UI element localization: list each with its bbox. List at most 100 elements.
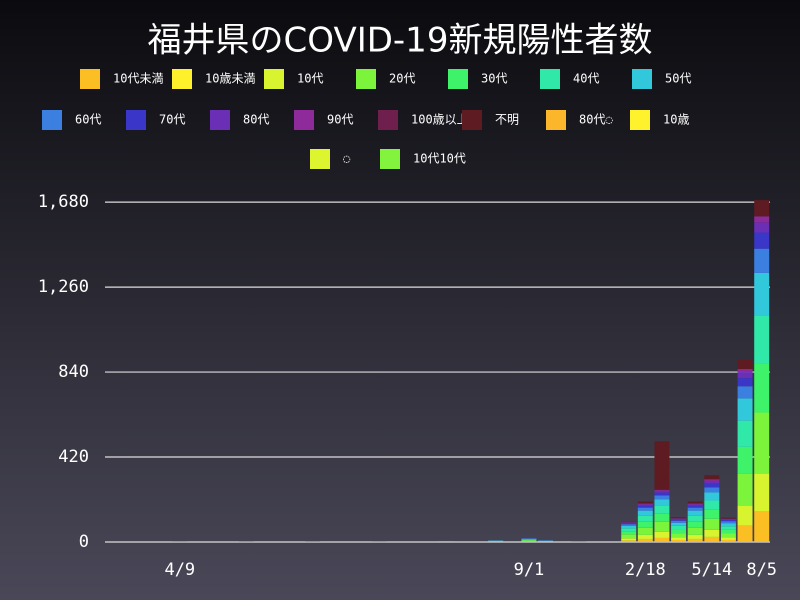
- bar-segment: [637, 521, 653, 528]
- bar-segment: [654, 490, 670, 493]
- bar-segment: [704, 509, 720, 519]
- bar-segment: [654, 492, 670, 496]
- bar-segment: [621, 528, 637, 532]
- bar-segment: [671, 522, 687, 526]
- y-tick-label: 0: [79, 532, 89, 552]
- x-tick-label: 2/18: [625, 560, 666, 580]
- bar-segment: [754, 473, 770, 512]
- bar-segment: [654, 489, 670, 491]
- bar-segment: [654, 505, 670, 514]
- x-tick-label: 5/14: [691, 560, 732, 580]
- bar-segment: [754, 232, 770, 249]
- x-tick-label: 8/5: [746, 560, 777, 580]
- bar-segment: [720, 539, 736, 542]
- bar-segment: [621, 524, 637, 526]
- bar-segment: [637, 534, 653, 539]
- bar-segment: [671, 537, 687, 540]
- bar-segment: [637, 505, 653, 508]
- legend-swatch: [356, 69, 376, 89]
- bar-segment: [654, 521, 670, 532]
- bar-segment: [737, 378, 753, 387]
- legend-swatch: [172, 69, 192, 89]
- bar-segment: [720, 517, 736, 519]
- bar-segment: [687, 527, 703, 535]
- bar-segment: [687, 521, 703, 528]
- bar-segment: [720, 537, 736, 540]
- bar-segment: [704, 475, 720, 480]
- bar-segment: [687, 538, 703, 542]
- bar-segment: [720, 526, 736, 530]
- bar-segment: [621, 531, 637, 535]
- legend-swatch: [448, 69, 468, 89]
- bar-segment: [720, 521, 736, 524]
- bar-segment: [754, 200, 770, 217]
- legend-label: 10歳: [663, 113, 689, 127]
- bar-segment: [637, 538, 653, 542]
- legend-label: ◌: [343, 152, 350, 166]
- bar-segment: [737, 420, 753, 447]
- bar-segment: [637, 510, 653, 516]
- legend-label: 50代: [665, 72, 691, 86]
- bar-segment: [704, 480, 720, 484]
- bar-segment: [737, 398, 753, 421]
- bar-segment: [737, 505, 753, 526]
- y-tick-label: 1,680: [38, 192, 89, 212]
- bar-segment: [671, 518, 687, 520]
- bar-segment: [737, 359, 753, 370]
- legend-swatch: [380, 149, 400, 169]
- legend-swatch: [378, 110, 398, 130]
- legend-swatch: [632, 69, 652, 89]
- bar-segment: [737, 473, 753, 506]
- legend-swatch: [126, 110, 146, 130]
- bar-segment: [654, 513, 670, 522]
- bar-segment: [621, 538, 637, 541]
- bar-segment: [671, 539, 687, 542]
- bar-segment: [720, 523, 736, 527]
- bar-segment: [654, 441, 670, 490]
- bar-segment: [720, 519, 736, 522]
- bar-segment: [687, 534, 703, 539]
- bar-segment: [654, 531, 670, 538]
- legend-label: 80代: [243, 113, 269, 127]
- bar-segment: [687, 510, 703, 516]
- y-tick-label: 420: [58, 447, 89, 467]
- bar-segment: [737, 386, 753, 399]
- bar-segment: [671, 517, 687, 519]
- legend-swatch: [210, 110, 230, 130]
- bar-segment: [704, 529, 720, 537]
- legend-label: 10代: [297, 72, 323, 86]
- y-tick-label: 840: [58, 362, 89, 382]
- bar-segment: [637, 515, 653, 522]
- bar-segment: [654, 495, 670, 500]
- bar-segment: [621, 522, 637, 524]
- bar-segment: [720, 533, 736, 538]
- legend-label: 30代: [481, 72, 507, 86]
- y-tick-label: 1,260: [38, 277, 89, 297]
- chart-title: 福井県のCOVID-19新規陽性者数: [148, 21, 653, 61]
- bar-segment: [754, 363, 770, 413]
- bar-segment: [637, 507, 653, 511]
- legend-swatch: [80, 69, 100, 89]
- legend-label: 70代: [159, 113, 185, 127]
- bar-segment: [754, 216, 770, 223]
- bar-segment: [704, 483, 720, 488]
- legend-label: 60代: [75, 113, 101, 127]
- bar-segment: [521, 539, 537, 541]
- bar-segment: [521, 540, 537, 542]
- bar-segment: [671, 529, 687, 534]
- legend-swatch: [264, 69, 284, 89]
- bar-segment: [704, 500, 720, 510]
- bar-segment: [687, 507, 703, 511]
- bar-segment: [704, 492, 720, 501]
- bar-segment: [704, 536, 720, 542]
- bar-segment: [687, 504, 703, 506]
- bar-segment: [754, 412, 770, 474]
- bar-segment: [687, 503, 703, 505]
- bar-segment: [720, 519, 736, 520]
- bar-segment: [754, 315, 770, 364]
- bar-segment: [621, 525, 637, 529]
- bar-segment: [754, 222, 770, 233]
- legend-label: 10代未満: [113, 72, 163, 86]
